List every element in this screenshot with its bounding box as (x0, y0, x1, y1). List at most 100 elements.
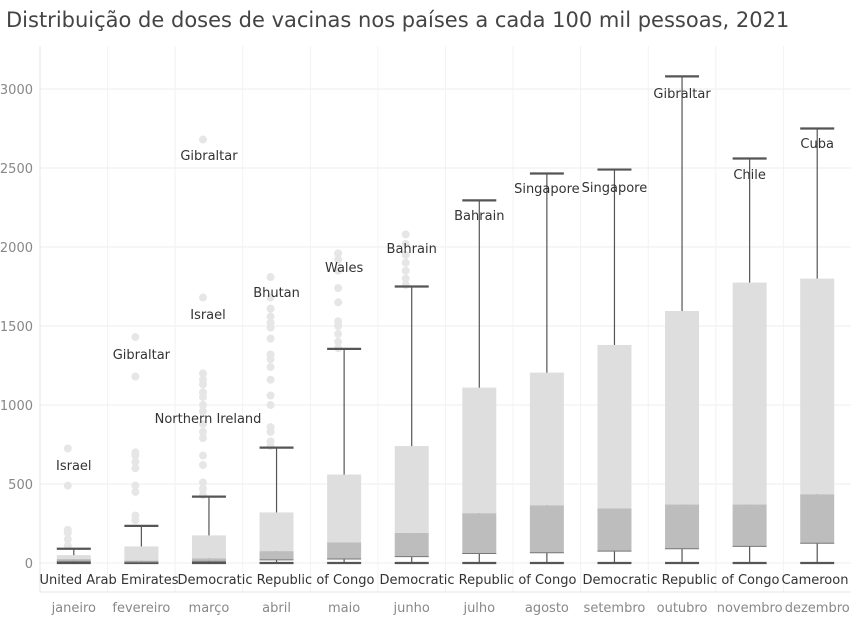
outlier-point (63, 541, 72, 550)
outlier-point (401, 266, 410, 275)
outlier-point (131, 372, 140, 381)
outlier-point (63, 444, 72, 453)
box-lower (191, 558, 226, 562)
y-tick-label: 3000 (0, 83, 33, 98)
outlier-point (198, 427, 207, 436)
outlier-point (266, 391, 275, 400)
box-upper (124, 546, 159, 561)
outlier-point (131, 448, 140, 457)
box-upper (259, 512, 294, 552)
outlier-point (198, 419, 207, 428)
outlier-point (131, 333, 140, 342)
outlier-point (198, 451, 207, 460)
box-upper (191, 535, 226, 559)
box-upper (327, 474, 362, 543)
box-upper (529, 372, 564, 506)
box-lower (327, 542, 362, 560)
outlier-point (198, 407, 207, 416)
country-label: Wales (325, 261, 364, 276)
box-lower (259, 551, 294, 560)
box-lower (462, 513, 497, 554)
outlier-point (401, 239, 410, 248)
outlier-point (198, 375, 207, 384)
x-tick-label: junho (393, 601, 430, 616)
country-label: Bahrain (454, 209, 504, 224)
box-lower (732, 504, 767, 547)
box-upper (597, 344, 632, 509)
outlier-point (63, 525, 72, 534)
x-tick-label: agosto (525, 601, 569, 616)
country-label: Gibraltar (653, 87, 711, 102)
x-tick-label: outubro (657, 601, 708, 616)
x-tick-label: março (189, 601, 230, 616)
outlier-point (198, 388, 207, 397)
outlier-point (401, 230, 410, 239)
country-label: Cuba (800, 137, 834, 152)
outlier-point (334, 249, 343, 258)
y-tick-label: 1000 (0, 399, 33, 414)
outlier-point (334, 337, 343, 346)
outlier-point (334, 284, 343, 293)
box-upper (665, 310, 700, 505)
outlier-point (198, 434, 207, 443)
x-tick-label: fevereiro (112, 601, 170, 616)
outlier-point (63, 535, 72, 544)
outlier-point (266, 350, 275, 359)
country-label: Northern Ireland (155, 412, 262, 427)
box-lower (800, 494, 835, 544)
box-lower (529, 505, 564, 553)
outlier-point (266, 334, 275, 343)
outlier-point (131, 464, 140, 473)
box-upper (394, 446, 429, 533)
y-tick-label: 2000 (0, 241, 33, 256)
outlier-point (198, 484, 207, 493)
y-tick-label: 500 (8, 478, 33, 493)
box-upper (462, 387, 497, 514)
min-country-label: Democratic Republic of Congo (178, 573, 375, 588)
outlier-point (401, 258, 410, 267)
outlier-point (198, 461, 207, 470)
min-country-label: Democratic Republic of Congo (380, 573, 577, 588)
outlier-point (266, 318, 275, 327)
box-lower (56, 559, 91, 562)
min-country-label: United Arab Emirates (39, 573, 178, 588)
x-tick-label: novembro (717, 601, 783, 616)
country-label: Gibraltar (113, 348, 171, 363)
outlier-point (334, 255, 343, 264)
country-label: Bahrain (387, 242, 437, 257)
x-tick-label: abril (262, 601, 291, 616)
outlier-point (401, 250, 410, 259)
y-tick-label: 2500 (0, 162, 33, 177)
outlier-point (131, 511, 140, 520)
box-upper (732, 282, 767, 505)
outlier-point (266, 363, 275, 372)
min-country-label: Cameroon (782, 573, 849, 588)
outlier-point (334, 266, 343, 275)
outlier-point (266, 423, 275, 432)
box-upper (56, 555, 91, 560)
outlier-point (266, 293, 275, 302)
country-label: Bhutan (253, 286, 300, 301)
outlier-point (266, 375, 275, 384)
country-label: Singapore (582, 181, 648, 196)
x-tick-label: setembro (584, 601, 646, 616)
x-tick-label: janeiro (51, 601, 96, 616)
outlier-point (266, 437, 275, 446)
outlier-point (131, 457, 140, 466)
outlier-point (266, 304, 275, 313)
box-lower (394, 532, 429, 557)
y-tick-label: 1500 (0, 320, 33, 335)
min-country-label: Democratic Republic of Congo (583, 573, 780, 588)
outlier-point (63, 481, 72, 490)
chart-title: Distribuição de doses de vacinas nos paí… (6, 8, 790, 32)
outlier-point (131, 487, 140, 496)
x-tick-label: julho (462, 601, 495, 616)
outlier-point (334, 298, 343, 307)
box-lower (597, 508, 632, 552)
country-label: Israel (190, 308, 226, 323)
box-lower (665, 504, 700, 549)
x-tick-label: dezembro (785, 601, 850, 616)
outlier-point (198, 369, 207, 378)
outlier-point (198, 293, 207, 302)
